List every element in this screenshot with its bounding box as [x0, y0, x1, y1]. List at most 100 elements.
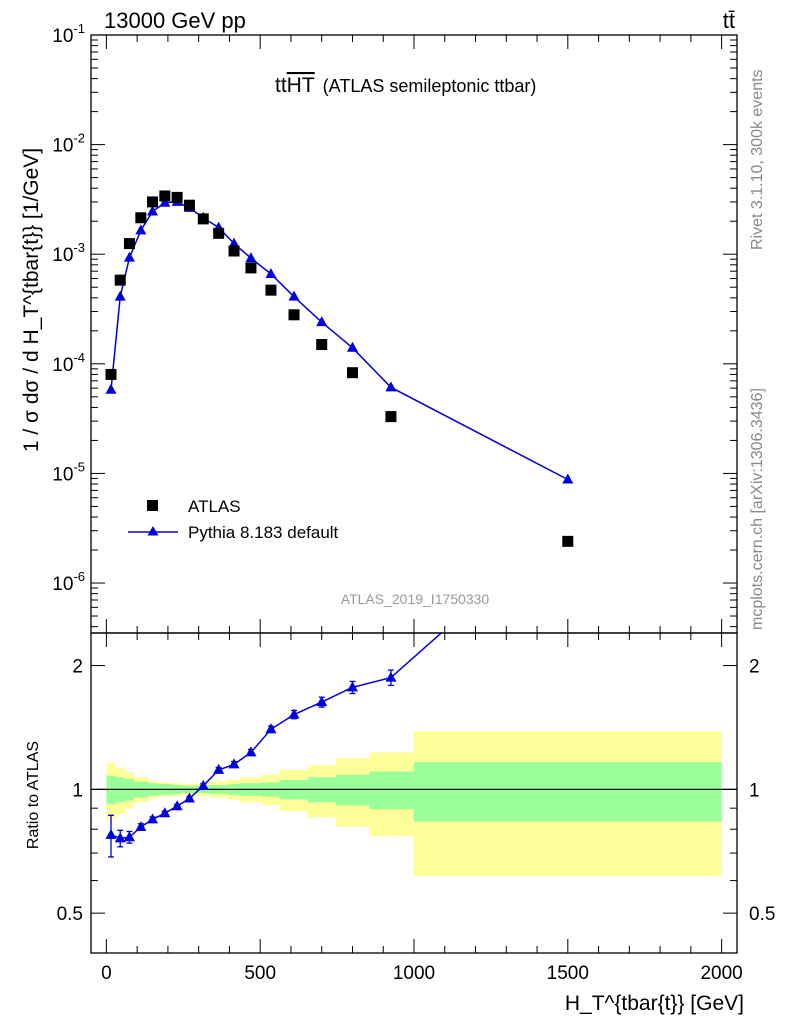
- main-pythia-point: [114, 290, 126, 301]
- ratio-y-tick-label-right: 1: [749, 780, 760, 801]
- main-y-axis-label: 1 / σ dσ / d H_T^{tbar{t}} [1/GeV]: [20, 148, 43, 452]
- ratio-pythia-point: [159, 807, 171, 818]
- main-atlas-point: [105, 368, 117, 380]
- main-pythia-point: [245, 252, 257, 263]
- main-y-tick-label: 10-4: [52, 350, 85, 376]
- legend: ATLAS Pythia 8.183 default: [128, 497, 339, 542]
- main-pythia-point: [316, 316, 328, 327]
- main-y-tick-label: 10-1: [52, 21, 85, 47]
- ratio-pythia-point: [197, 779, 209, 790]
- main-title-overline: HT: [287, 74, 315, 97]
- main-pythia-point: [228, 237, 240, 248]
- main-y-tick-label: 10-6: [52, 569, 85, 595]
- ratio-pythia-point: [183, 792, 195, 803]
- main-atlas-point: [123, 238, 135, 250]
- ratio-y-tick-label: 2: [72, 657, 83, 678]
- main-pythia-point: [123, 251, 135, 262]
- main-pythia-point: [147, 205, 159, 216]
- main-pythia-point: [346, 341, 358, 352]
- legend-marker-pythia: [147, 526, 159, 536]
- ratio-pythia-point: [385, 671, 397, 682]
- mcplots-label: mcplots.cern.ch [arXiv:1306.3436]: [749, 388, 766, 630]
- main-atlas-point: [114, 274, 126, 286]
- rivet-label: Rivet 3.1.10, 300k events: [749, 69, 766, 250]
- ratio-series-pythia: [105, 515, 573, 858]
- main-atlas-point: [245, 262, 257, 274]
- ratio-y-tick-label-right: 0.5: [749, 904, 775, 925]
- ratio-pythia-point: [171, 800, 183, 811]
- ratio-panel: 0.5 0.5 1 1 2 2 0 500 1000 1500 2000 Ratio to ATL…: [25, 515, 775, 984]
- legend-label-atlas: ATLAS: [188, 497, 241, 516]
- main-pythia-point: [385, 381, 397, 392]
- ratio-pythia-point: [562, 515, 573, 525]
- main-atlas-point: [288, 309, 300, 321]
- main-title-tt: tt: [275, 74, 287, 97]
- main-atlas-point: [171, 191, 183, 203]
- main-panel: 10-6 10-5 10-4 10-3 10-2 10-1 ttHT (ATLAS semi…: [20, 21, 738, 634]
- main-y-tick-label: 10-3: [52, 240, 85, 266]
- main-atlas-point: [183, 199, 195, 211]
- ratio-x-tick-label: 2000: [700, 963, 742, 984]
- ratio-uncertainty-bands: [106, 731, 722, 877]
- main-atlas-point: [562, 535, 574, 547]
- main-x-axis-ticks: [105, 35, 723, 633]
- ratio-x-tick-label: 1500: [547, 963, 589, 984]
- energy-label: 13000 GeV pp: [104, 8, 246, 33]
- ratio-inner-band-segment: [335, 774, 370, 806]
- main-pythia-point: [159, 196, 171, 207]
- analysis-id: ATLAS_2019_I1750330: [341, 591, 490, 607]
- ratio-x-axis: 0 500 1000 1500 2000: [101, 633, 743, 984]
- x-axis-label: H_T^{tbar{t}} [GeV]: [565, 992, 744, 1015]
- process-label: tt̄: [723, 8, 735, 33]
- main-atlas-point: [346, 367, 358, 379]
- ratio-pythia-point: [213, 763, 225, 774]
- ratio-pythia-point: [316, 696, 328, 707]
- main-title: ttHT (ATLAS semileptonic ttbar): [275, 74, 536, 97]
- main-atlas-point: [147, 196, 159, 208]
- main-series-atlas: [105, 190, 574, 547]
- ratio-y-tick-label: 1: [72, 780, 83, 801]
- ratio-x-tick-label: 0: [101, 963, 112, 984]
- ratio-pythia-point: [114, 832, 126, 843]
- main-series-pythia: [105, 195, 574, 484]
- main-pythia-point: [562, 473, 574, 484]
- ratio-pythia-point: [265, 723, 277, 734]
- ratio-pythia-point: [135, 820, 147, 831]
- ratio-pythia-point: [123, 831, 135, 842]
- ratio-y-axis-label: Ratio to ATLAS: [25, 741, 42, 849]
- ratio-pythia-point: [228, 758, 240, 769]
- ratio-x-tick-label: 1000: [393, 963, 435, 984]
- main-plot-frame: [90, 34, 738, 634]
- main-y-tick-label: 10-2: [52, 131, 85, 157]
- ratio-y-axis: 0.5 0.5 1 1 2 2: [57, 657, 775, 954]
- ratio-y-tick-label: 0.5: [57, 904, 83, 925]
- ratio-x-tick-label: 500: [244, 963, 276, 984]
- main-atlas-point: [265, 284, 277, 296]
- main-atlas-point: [213, 227, 225, 239]
- main-atlas-point: [197, 213, 209, 225]
- legend-marker-atlas: [147, 500, 158, 511]
- main-atlas-point: [385, 411, 397, 423]
- ratio-inner-band-segment: [414, 762, 722, 822]
- main-atlas-point: [135, 212, 147, 224]
- main-atlas-point: [316, 339, 328, 351]
- main-pythia-point: [265, 267, 277, 278]
- ratio-pythia-point: [346, 681, 358, 692]
- main-pythia-point: [135, 224, 147, 235]
- main-atlas-point: [228, 245, 240, 257]
- main-pythia-point: [105, 383, 117, 394]
- ratio-pythia-point: [105, 828, 117, 839]
- ratio-pythia-point: [288, 708, 300, 719]
- main-y-axis: 10-6 10-5 10-4 10-3 10-2 10-1: [52, 21, 737, 628]
- main-pythia-point: [288, 290, 300, 301]
- main-pythia-line: [110, 201, 569, 481]
- ratio-y-tick-label-right: 2: [749, 657, 760, 678]
- main-y-tick-label: 10-5: [52, 459, 85, 485]
- ratio-inner-band-segment: [369, 771, 414, 810]
- ratio-pythia-point: [147, 813, 159, 824]
- ratio-pythia-point: [245, 746, 257, 757]
- main-title-subtitle: (ATLAS semileptonic ttbar): [323, 76, 537, 96]
- main-atlas-point: [159, 190, 171, 202]
- legend-label-pythia: Pythia 8.183 default: [188, 523, 339, 542]
